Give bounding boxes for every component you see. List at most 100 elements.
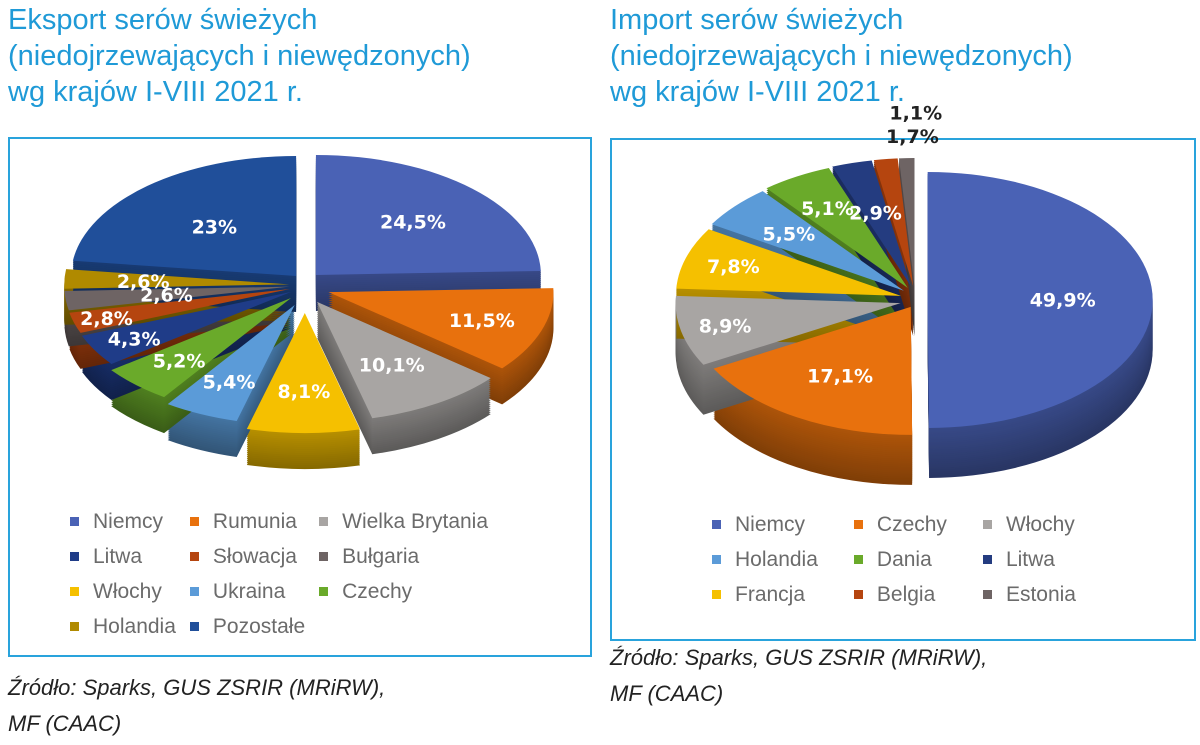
slice-holandia — [711, 191, 904, 291]
slice-belgia — [873, 158, 914, 287]
slice-litwa — [81, 291, 292, 364]
legend-label: Niemcy — [93, 509, 164, 533]
export-legend-item: Słowacja — [189, 540, 305, 573]
legend-swatch-icon — [982, 590, 992, 599]
import-legend: Niemcy Czechy Włochy Holandia Dania Litwa Fran… — [712, 508, 1076, 611]
export-legend-item: Rumunia — [189, 505, 305, 538]
legend-label: Słowacja — [212, 544, 297, 568]
export-chart-title: Eksport serów świeżych (niedojrzewających… — [8, 4, 471, 108]
slice-side-belgia — [873, 164, 914, 293]
legend-label: Włochy — [1005, 512, 1075, 536]
slice-francja — [676, 229, 901, 296]
legend-label: Holandia — [93, 614, 176, 638]
legend-label: Litwa — [1005, 547, 1055, 571]
slice-wielka brytania — [317, 301, 491, 419]
data-label: 24,5% — [380, 211, 446, 233]
legend-swatch-icon — [189, 587, 199, 596]
legend-swatch-icon — [319, 587, 329, 596]
slice-niemcy — [315, 154, 541, 275]
export-pie: 24,5%11,5%10,1%8,1%5,4%5,2%4,3%2,8%2,6%2… — [64, 154, 554, 469]
legend-label: Pozostałe — [212, 614, 306, 638]
legend-label: Niemcy — [735, 512, 806, 536]
data-label: 1,7% — [886, 126, 939, 148]
legend-swatch-icon — [70, 552, 79, 561]
import-legend-item: Dania — [853, 543, 947, 576]
legend-swatch-icon — [319, 552, 329, 561]
import-legend-item: Estonia — [982, 578, 1076, 611]
import-legend-item: Włochy — [982, 508, 1076, 541]
slice-czechy — [713, 306, 913, 435]
legend-swatch-icon — [853, 590, 863, 599]
legend-swatch-icon — [712, 590, 721, 599]
export-legend-item: Litwa — [70, 540, 176, 573]
export-legend-item: Niemcy — [70, 505, 176, 538]
data-label: 5,5% — [762, 223, 815, 245]
export-legend-item: Pozostałe — [189, 610, 306, 643]
export-legend-item: Czechy — [319, 575, 488, 608]
slice-litwa — [832, 160, 912, 287]
data-label: 4,3% — [108, 329, 161, 351]
legend-label: Francja — [735, 582, 806, 606]
export-source-note: Źródło: Sparks, GUS ZSRIR (MRiRW), MF (CA… — [8, 675, 386, 736]
import-legend-item: Belgia — [853, 578, 947, 611]
export-legend: Niemcy Rumunia Wielka Brytania Litwa Słowacj… — [70, 505, 488, 643]
import-pie: 49,9% 17,1% 8,9% 7,8%5,5% 5,1%2,9% 1,7%1,1% — [675, 103, 1153, 485]
legend-label: Dania — [876, 547, 932, 571]
data-label: 5,1% — [801, 198, 854, 220]
export-legend-item: Włochy — [70, 575, 176, 608]
legend-swatch-icon — [189, 517, 199, 526]
data-label: 7,8% — [707, 256, 760, 278]
data-label: 2,6% — [117, 271, 170, 293]
import-chart-frame — [610, 138, 1196, 641]
data-label: 8,1% — [278, 381, 331, 403]
legend-swatch-icon — [70, 517, 79, 526]
legend-label: Wielka Brytania — [342, 509, 489, 533]
slice-side-belgia — [873, 160, 914, 289]
slice-pozostałe — [72, 155, 297, 276]
import-legend-item: Holandia — [712, 543, 818, 576]
legend-swatch-icon — [70, 622, 79, 631]
data-label: 2,8% — [80, 308, 133, 330]
slice-słowacja — [69, 288, 290, 333]
export-chart-frame — [8, 137, 592, 657]
slice-włochy — [675, 295, 901, 365]
export-legend-item: Holandia — [70, 610, 176, 643]
legend-label: Czechy — [876, 512, 947, 536]
legend-swatch-icon — [853, 520, 863, 529]
legend-label: Rumunia — [212, 509, 297, 533]
import-chart-title: Import serów świeżych (niedojrzewających … — [610, 4, 1073, 108]
legend-label: Belgia — [876, 582, 936, 606]
data-label: 2,6% — [140, 284, 193, 306]
slice-holandia — [64, 269, 290, 289]
slice-niemcy — [927, 171, 1153, 428]
data-label: 10,1% — [359, 355, 425, 377]
legend-swatch-icon — [982, 555, 992, 564]
slice-bułgaria — [64, 286, 290, 311]
legend-swatch-icon — [853, 555, 863, 564]
import-legend-item: Francja — [712, 578, 818, 611]
legend-swatch-icon — [319, 517, 329, 526]
data-label: 5,2% — [153, 350, 206, 372]
legend-label: Czechy — [342, 579, 413, 603]
slice-rumunia — [328, 288, 554, 369]
legend-label: Włochy — [93, 579, 162, 603]
data-label: 8,9% — [699, 316, 752, 338]
legend-label: Litwa — [93, 544, 143, 568]
data-label: 5,4% — [203, 371, 256, 393]
legend-swatch-icon — [982, 520, 992, 529]
data-label: 49,9% — [1030, 290, 1096, 312]
legend-swatch-icon — [712, 520, 721, 529]
data-label: 23% — [192, 216, 237, 238]
legend-label: Bułgaria — [342, 544, 420, 568]
legend-label: Estonia — [1005, 582, 1076, 606]
data-label: 11,5% — [449, 310, 515, 332]
slice-ukraina — [167, 304, 295, 421]
export-legend-item: Wielka Brytania — [319, 505, 488, 538]
legend-swatch-icon — [712, 555, 721, 564]
slice-dania — [766, 167, 908, 288]
legend-swatch-icon — [189, 622, 199, 631]
data-label: 17,1% — [807, 365, 873, 387]
legend-swatch-icon — [70, 587, 79, 596]
legend-label: Ukraina — [212, 579, 286, 603]
